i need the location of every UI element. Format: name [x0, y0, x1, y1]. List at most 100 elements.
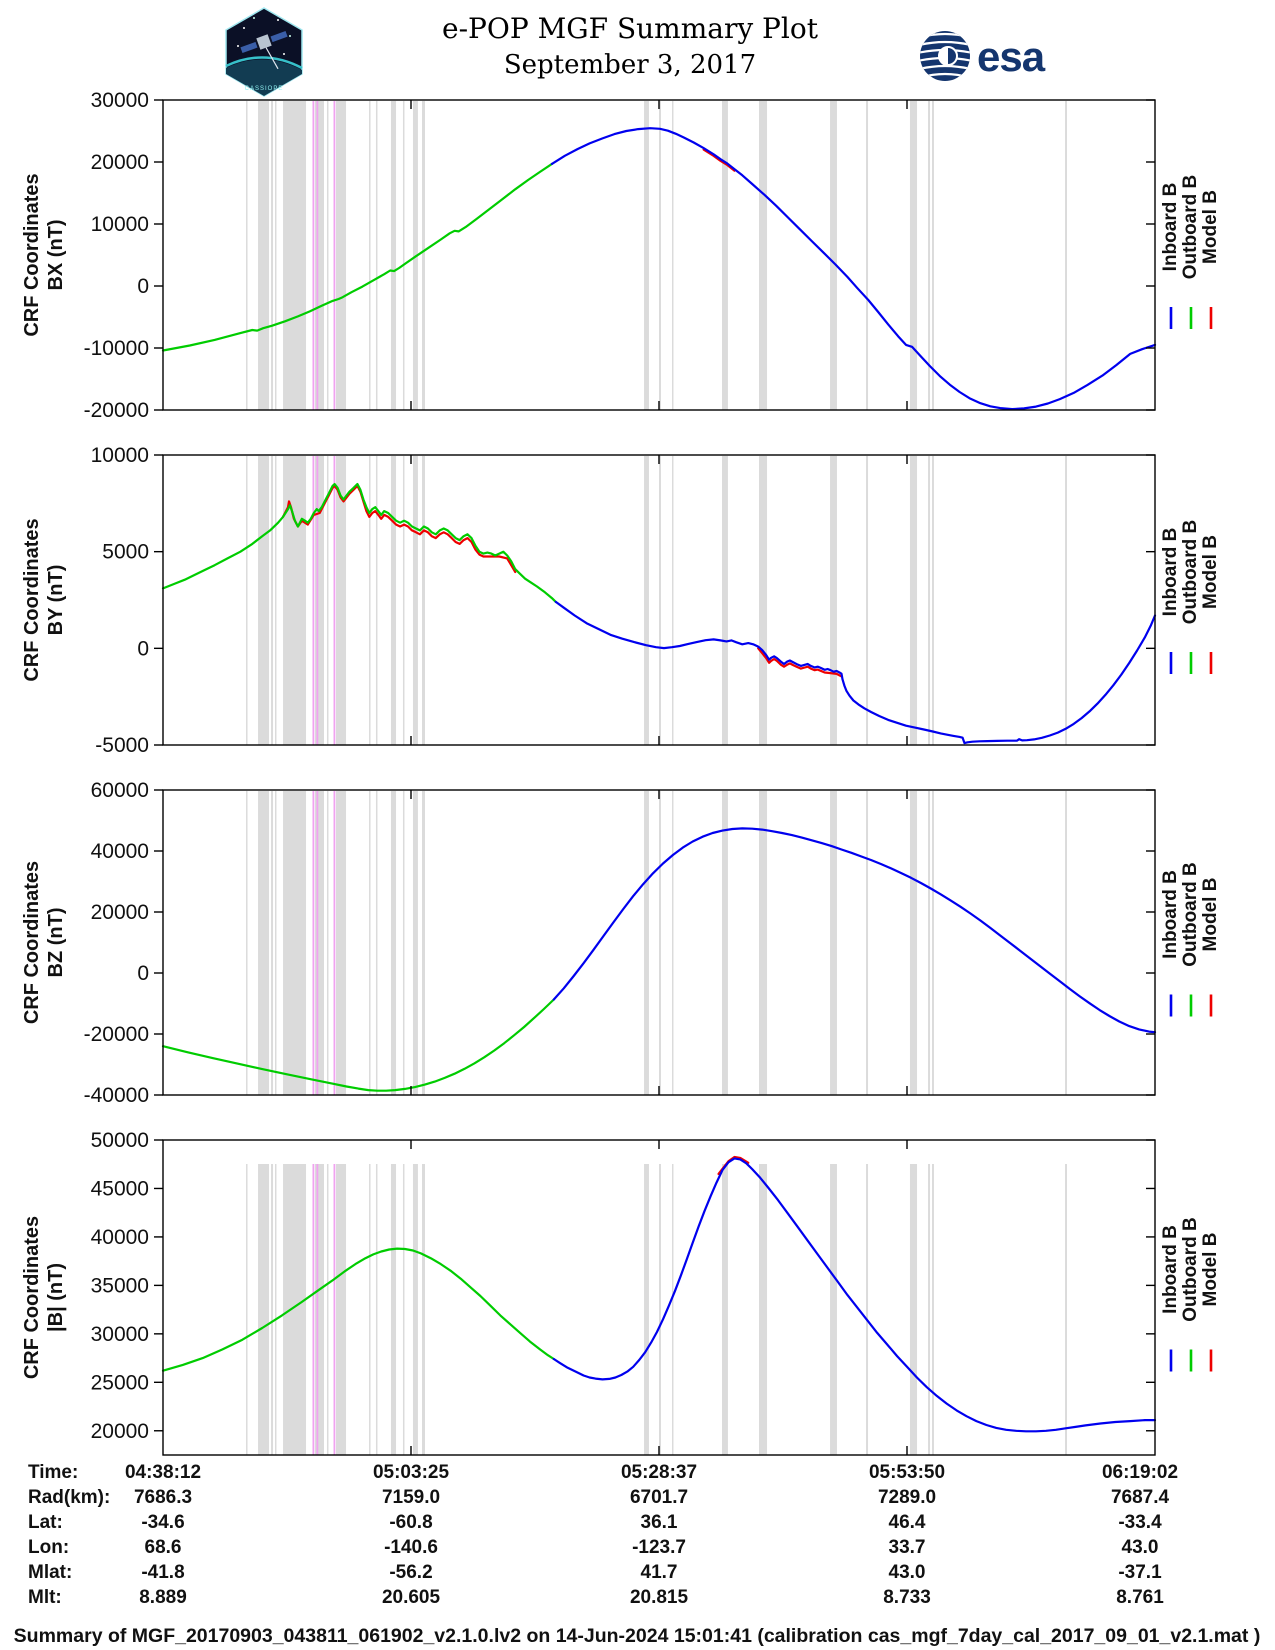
shade-band [314, 456, 325, 745]
shade-band [659, 456, 661, 745]
shade-band [422, 1164, 425, 1455]
shade-band [283, 1164, 307, 1455]
shade-band [283, 456, 307, 745]
event-line [333, 101, 336, 410]
shade-band [274, 791, 277, 1095]
table-cell: 43.0 [889, 1562, 926, 1583]
table-cell: 7687.4 [1111, 1487, 1170, 1508]
legend-label-outboard-b: Outboard B [1180, 1217, 1201, 1322]
shade-band [402, 456, 405, 745]
shade-band [283, 101, 307, 410]
esa-logo-icon: esa [920, 31, 1047, 81]
shade-band [866, 1164, 869, 1455]
y-tick-label: 30000 [91, 1323, 149, 1346]
shade-band [1065, 1164, 1068, 1455]
y-axis-label: CRF Coordinates [21, 173, 43, 336]
shade-band [422, 791, 425, 1095]
shade-band [830, 101, 837, 410]
table-cell: 06:19:02 [1102, 1462, 1178, 1483]
y-tick-label: -5000 [95, 734, 149, 757]
table-cell: 05:53:50 [869, 1462, 945, 1483]
shade-band [326, 101, 329, 410]
shade-band [659, 791, 661, 1095]
shade-band [390, 456, 397, 745]
panel-bnt: 50000 45000 40000 35000 30000 25000 20000 CRF C… [21, 1129, 1221, 1456]
event-line [316, 1164, 319, 1455]
table-cell: -34.6 [141, 1512, 184, 1533]
shade-band [246, 1164, 248, 1455]
y-tick-label: 45000 [91, 1177, 149, 1200]
shade-band [644, 456, 649, 745]
cassiope-mission-patch-icon: CASSIOPE [225, 7, 303, 97]
table-cell: 8.761 [1116, 1587, 1164, 1608]
shade-band [402, 1164, 405, 1455]
series-inboard-b [550, 127, 1157, 411]
shade-band [931, 791, 934, 1095]
shade-band [314, 791, 325, 1095]
shade-band [283, 791, 307, 1095]
shade-band [402, 101, 405, 410]
series-outboard-b [161, 482, 557, 604]
y-tick-label: 50000 [91, 1129, 149, 1152]
shade-band [258, 1164, 270, 1455]
shade-band [909, 1164, 918, 1455]
table-cell: -60.8 [389, 1512, 432, 1533]
table-cell: 05:28:37 [621, 1462, 697, 1483]
shade-band [412, 456, 418, 745]
shade-band [314, 101, 325, 410]
shade-band [422, 456, 425, 745]
shade-band [830, 456, 837, 745]
table-cell: -140.6 [384, 1537, 438, 1558]
table-cell: 20.605 [382, 1587, 441, 1608]
table-cell: 8.733 [883, 1587, 931, 1608]
shade-band [369, 1164, 371, 1455]
table-cell: -33.4 [1118, 1512, 1162, 1533]
shade-band [909, 101, 918, 410]
shade-band [931, 1164, 934, 1455]
shade-band [644, 101, 649, 410]
y-tick-label: 60000 [91, 779, 149, 802]
event-line [316, 101, 319, 410]
shade-band [909, 791, 918, 1095]
y-axis-label: BY (nT) [45, 565, 67, 636]
shade-band [326, 1164, 329, 1455]
table-cell: 04:38:12 [125, 1462, 201, 1483]
patch-label: CASSIOPE [245, 86, 284, 92]
shade-band [390, 101, 397, 410]
y-axis-label: BZ (nT) [45, 908, 67, 978]
y-axis-label: CRF Coordinates [21, 518, 43, 681]
shade-band [758, 1164, 768, 1455]
shade-band [274, 1164, 277, 1455]
y-tick-label: 10000 [91, 444, 149, 467]
legend-label-model-b: Model B [1200, 878, 1221, 952]
shade-band [758, 791, 768, 1095]
shade-band [1065, 456, 1068, 745]
table-cell: -37.1 [1118, 1562, 1162, 1583]
shade-band [721, 791, 728, 1095]
table-cell: 33.7 [889, 1537, 926, 1558]
shade-band [258, 101, 270, 410]
table-cell: 7289.0 [878, 1487, 936, 1508]
event-line [333, 791, 336, 1095]
y-tick-label: 0 [137, 275, 149, 298]
legend-label-model-b: Model B [1200, 535, 1221, 609]
y-axis-label: CRF Coordinates [21, 1216, 43, 1379]
table-cell: 20.815 [630, 1587, 689, 1608]
table-row-label: Rad(km): [28, 1487, 110, 1508]
shade-band [369, 791, 371, 1095]
shade-band [369, 456, 371, 745]
shade-band [336, 456, 347, 745]
footer: Summary of MGF_20170903_043811_061902_v2… [14, 1625, 1261, 1647]
shade-band [271, 1164, 274, 1455]
shade-band [758, 456, 768, 745]
legend-label-inboard-b: Inboard B [1160, 870, 1181, 959]
table-row-label: Time: [28, 1462, 78, 1483]
page-title: e-POP MGF Summary Plot [442, 12, 818, 45]
shade-band [721, 101, 728, 410]
series-outboard-b [161, 162, 554, 352]
shade-band [375, 1164, 378, 1455]
shade-band [246, 456, 248, 745]
legend-label-model-b: Model B [1200, 1233, 1221, 1307]
shade-band [866, 101, 869, 410]
shade-band [928, 456, 931, 745]
